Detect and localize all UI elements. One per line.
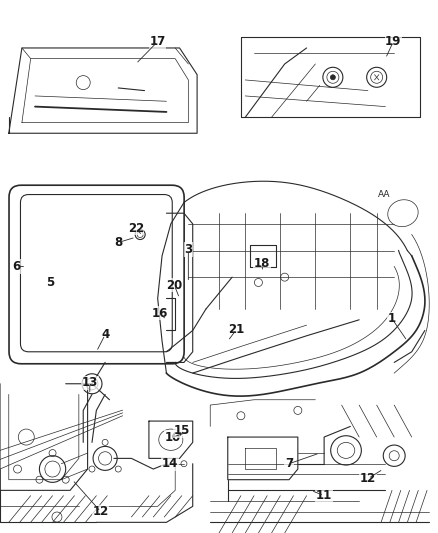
Text: 21: 21 [228, 323, 245, 336]
Text: 17: 17 [149, 35, 166, 48]
FancyBboxPatch shape [9, 185, 184, 364]
Text: 1: 1 [388, 312, 396, 325]
Text: 18: 18 [254, 257, 270, 270]
Text: 20: 20 [166, 279, 183, 292]
Text: 10: 10 [165, 431, 181, 443]
Text: 19: 19 [385, 35, 402, 48]
Text: 11: 11 [316, 489, 332, 502]
Text: 6: 6 [13, 260, 21, 273]
Text: 15: 15 [173, 424, 190, 437]
Text: AA: AA [378, 190, 391, 199]
Text: 5: 5 [46, 276, 54, 289]
Text: 4: 4 [101, 328, 109, 341]
FancyBboxPatch shape [21, 195, 172, 352]
Text: 12: 12 [92, 505, 109, 518]
Text: 16: 16 [152, 307, 168, 320]
Text: 7: 7 [285, 457, 293, 470]
Text: 22: 22 [127, 222, 144, 235]
Text: 14: 14 [162, 457, 178, 470]
Text: 13: 13 [81, 376, 98, 389]
Text: 8: 8 [114, 236, 122, 249]
Text: 12: 12 [360, 472, 376, 485]
Circle shape [330, 75, 336, 80]
Text: 3: 3 [184, 243, 192, 256]
